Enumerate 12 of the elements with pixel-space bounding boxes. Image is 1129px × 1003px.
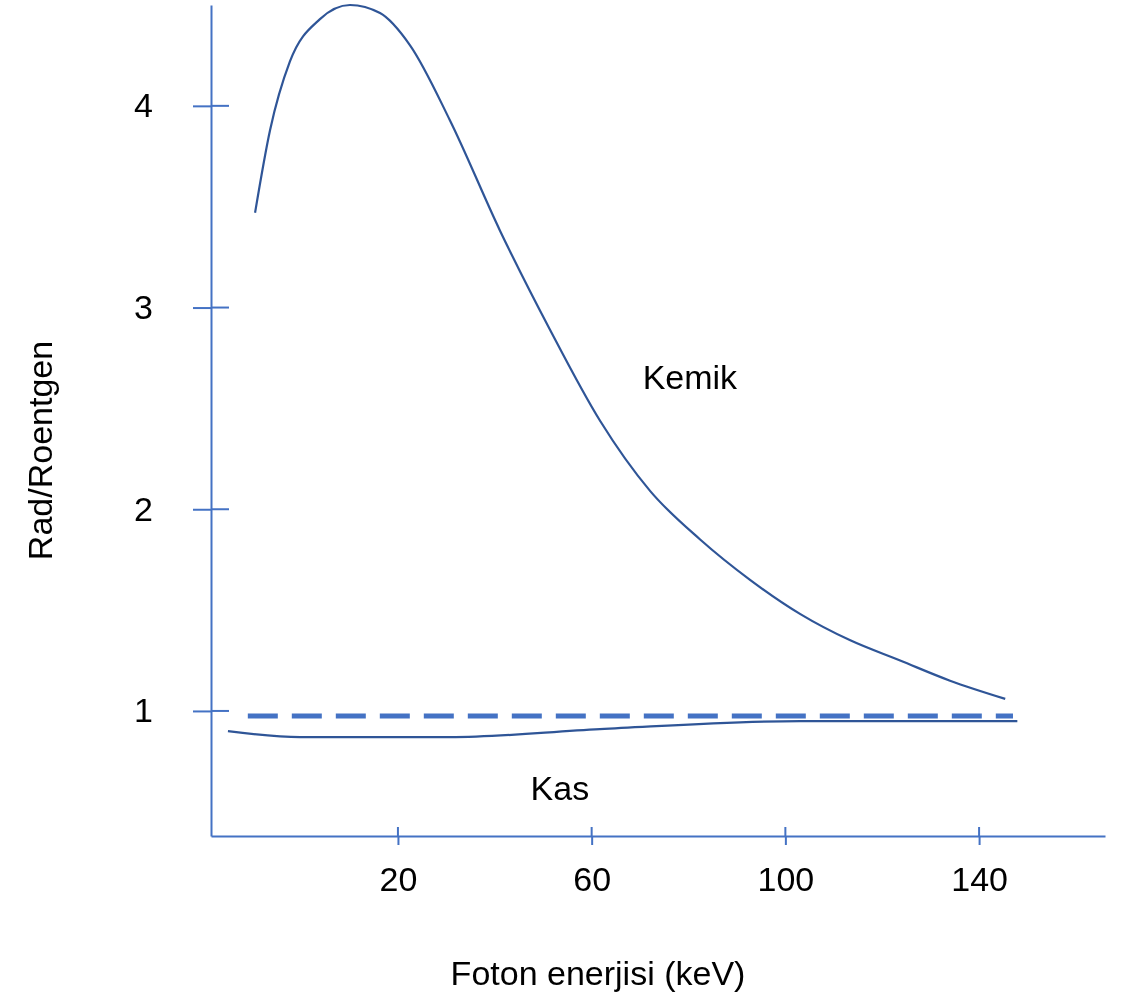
x-axis-title: Foton enerjisi (keV) (450, 954, 746, 992)
x-tick-label: 100 (757, 860, 815, 899)
y-tick-label: 1 (134, 691, 153, 730)
y-tick-label: 2 (134, 489, 153, 528)
series-label: Kemik (642, 358, 739, 397)
x-tick-label: 60 (573, 860, 612, 899)
y-tick-label: 4 (134, 86, 153, 125)
y-tick-label: 3 (134, 287, 153, 326)
y-axis-title: Rad/Roentgen (21, 340, 59, 561)
x-tick-label: 20 (379, 860, 418, 899)
x-tick-label: 140 (951, 860, 1008, 899)
series-label: Kas (530, 769, 590, 808)
